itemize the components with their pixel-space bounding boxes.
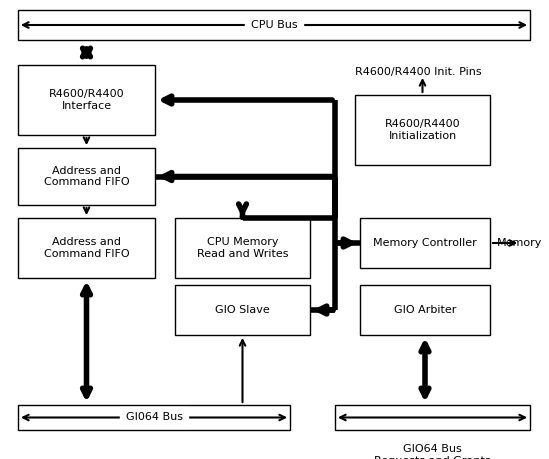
Text: GI064 Bus: GI064 Bus [126, 413, 182, 422]
Text: R4600/R4400 Init. Pins: R4600/R4400 Init. Pins [355, 67, 481, 77]
Bar [355, 95, 490, 165]
Text: GIO64 Bus
Requests and Grants: GIO64 Bus Requests and Grants [374, 444, 491, 459]
Text: Memory Controller: Memory Controller [373, 238, 477, 248]
Text: R4600/R4400
Initialization: R4600/R4400 Initialization [385, 119, 460, 141]
Text: Address and
Command FIFO: Address and Command FIFO [44, 166, 130, 187]
Bar [18, 405, 290, 430]
Bar [360, 285, 490, 335]
Bar [175, 285, 310, 335]
Text: GIO Slave: GIO Slave [215, 305, 270, 315]
Bar [18, 148, 155, 205]
Text: Memory: Memory [497, 238, 542, 248]
Bar [175, 218, 310, 278]
Bar [18, 218, 155, 278]
Bar [18, 65, 155, 135]
Bar [18, 10, 530, 40]
Bar [335, 405, 530, 430]
Text: CPU Memory
Read and Writes: CPU Memory Read and Writes [197, 237, 288, 259]
Text: GIO Arbiter: GIO Arbiter [394, 305, 456, 315]
Bar [360, 218, 490, 268]
Text: CPU Bus: CPU Bus [251, 20, 298, 30]
Text: Address and
Command FIFO: Address and Command FIFO [44, 237, 130, 259]
Text: R4600/R4400
Interface: R4600/R4400 Interface [49, 89, 124, 111]
